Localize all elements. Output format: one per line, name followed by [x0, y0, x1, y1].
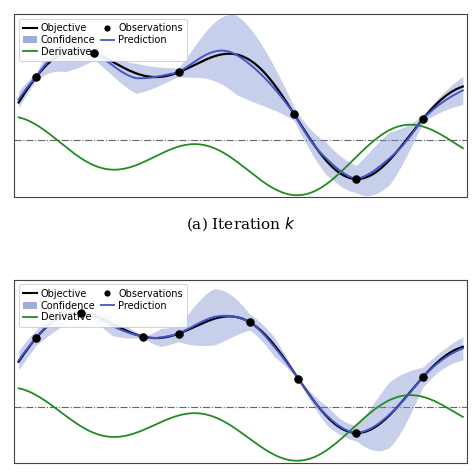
Point — [175, 330, 182, 337]
Point — [246, 319, 253, 326]
Text: (a) Iteration $k$: (a) Iteration $k$ — [186, 216, 295, 233]
Point — [33, 73, 40, 80]
Point — [90, 49, 98, 57]
Point — [295, 375, 302, 383]
Point — [419, 115, 427, 123]
Point — [353, 175, 360, 183]
Point — [419, 373, 427, 381]
Point — [175, 68, 182, 76]
Legend: Objective, Confidence, Derivative, Observations, Prediction: Objective, Confidence, Derivative, Obser… — [19, 19, 187, 61]
Legend: Objective, Confidence, Derivative, Observations, Prediction: Objective, Confidence, Derivative, Obser… — [19, 285, 187, 327]
Point — [77, 309, 84, 316]
Point — [33, 334, 40, 341]
Point — [353, 429, 360, 437]
Point — [139, 333, 147, 340]
Point — [290, 110, 298, 118]
